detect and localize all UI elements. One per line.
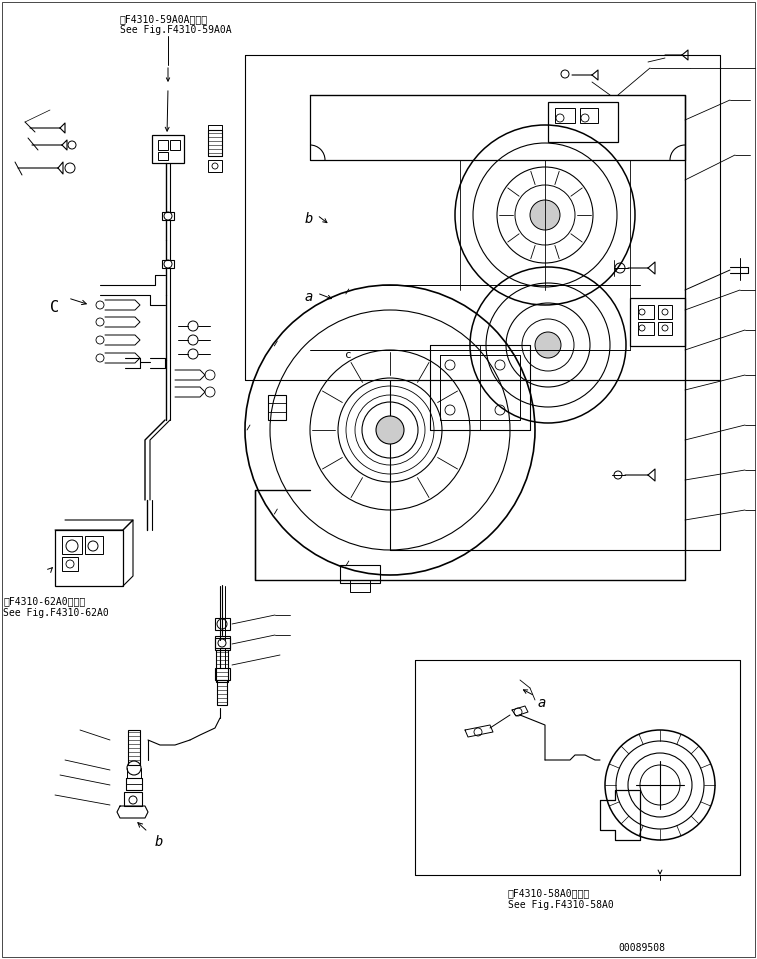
Bar bbox=[216, 650, 228, 682]
Bar bbox=[158, 152, 168, 160]
Text: a: a bbox=[538, 696, 547, 710]
Bar bbox=[208, 160, 222, 172]
Text: a: a bbox=[305, 290, 313, 304]
Text: See Fig.F4310-58A0: See Fig.F4310-58A0 bbox=[508, 900, 614, 910]
Text: See Fig.F4310-62A0: See Fig.F4310-62A0 bbox=[3, 608, 109, 618]
Bar bbox=[630, 298, 685, 346]
Bar bbox=[638, 305, 654, 319]
Text: c: c bbox=[345, 350, 352, 360]
Bar bbox=[658, 305, 672, 319]
Bar bbox=[162, 260, 174, 268]
Circle shape bbox=[530, 200, 560, 230]
Bar bbox=[158, 140, 168, 150]
Bar bbox=[62, 536, 82, 554]
Bar bbox=[208, 130, 222, 156]
Bar bbox=[555, 108, 575, 123]
Circle shape bbox=[376, 416, 404, 444]
Bar bbox=[128, 730, 140, 765]
Bar bbox=[62, 557, 78, 571]
Bar bbox=[215, 668, 230, 680]
Bar bbox=[350, 580, 370, 592]
Bar bbox=[268, 395, 286, 420]
Bar bbox=[215, 618, 230, 630]
Circle shape bbox=[535, 332, 561, 358]
Bar bbox=[152, 135, 184, 163]
Bar bbox=[215, 638, 230, 648]
Text: 第F4310-58A0図参照: 第F4310-58A0図参照 bbox=[508, 888, 590, 898]
Bar bbox=[548, 102, 618, 142]
Text: b: b bbox=[305, 212, 313, 226]
Text: See Fig.F4310-59A0A: See Fig.F4310-59A0A bbox=[120, 25, 232, 35]
Text: 00089508: 00089508 bbox=[618, 943, 665, 953]
Bar bbox=[162, 212, 174, 220]
Text: b: b bbox=[155, 835, 164, 849]
Bar bbox=[340, 565, 380, 583]
Bar bbox=[638, 322, 654, 335]
Bar bbox=[170, 140, 180, 150]
Bar bbox=[658, 322, 672, 335]
Text: 第F4310-62A0図参照: 第F4310-62A0図参照 bbox=[3, 596, 86, 606]
Bar bbox=[580, 108, 598, 123]
Bar bbox=[215, 636, 230, 650]
Bar bbox=[55, 530, 123, 586]
Bar bbox=[217, 680, 227, 705]
Bar bbox=[124, 792, 142, 806]
Bar bbox=[85, 536, 103, 554]
Text: C: C bbox=[50, 300, 59, 315]
Text: 第F4310-59A0A図参照: 第F4310-59A0A図参照 bbox=[120, 14, 208, 24]
